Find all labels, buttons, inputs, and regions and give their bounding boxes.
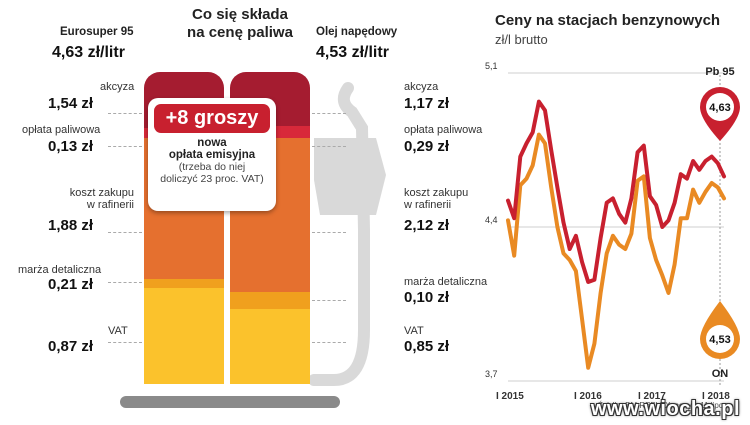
on-marker-inner [706,325,734,353]
series-line-on [506,132,726,370]
pb-vat-label: VAT [108,325,128,337]
on-marza-label: marża detaliczna [404,276,488,288]
chart-subtitle: zł/l brutto [495,32,548,47]
fuel-nozzle-icon [308,82,386,386]
pb-oplata-label: opłata paliwowa [22,124,101,136]
on-marza-segment [230,292,310,309]
on-vat-value: 0,85 zł [404,338,450,355]
pb-koszt-label: koszt zakupu w rafinerii [69,187,134,211]
series-line-pb95 [506,99,726,284]
on-end-value: 4,53 [709,334,730,346]
chart-title: Ceny na stacjach benzynowych [495,12,721,29]
pb-marza-value: 0,21 zł [48,276,94,293]
on-koszt-label: koszt zakupu w rafinerii [404,187,469,211]
eurosuper-price: 4,63 zł/litr [52,44,125,61]
pb-koszt-value: 1,88 zł [48,217,94,234]
x-tick-label: I 2017 [638,391,666,402]
on-oplata-label: opłata paliwowa [404,124,483,136]
pb95-marker-inner [706,93,734,121]
emission-fee-callout: +8 groszy nowa opłata emisyjna (trzeba d… [148,98,276,211]
pb-akcyza-label: akcyza [100,81,135,93]
pb-vat-segment [144,288,224,384]
diesel-name: Olej napędowy [316,26,398,38]
callout-line2: opłata emisyjna [168,149,256,161]
on-vat-segment [230,309,310,384]
watermark: www.wiocha.pl [590,398,740,420]
on-marza-value: 0,10 zł [404,289,450,306]
on-akcyza-label: akcyza [404,81,439,93]
price-line-chart: 3,7 4,4 5,1 I 2015 I 2016 I 2017 I 2018 Pb 95 4,… [485,61,740,402]
left-title: Co się składa na cenę paliwa [187,6,293,41]
y-tick-label: 3,7 [485,369,498,379]
callout-headline: +8 groszy [154,104,270,133]
eurosuper-name: Eurosuper 95 [60,26,134,38]
y-tick-label: 5,1 [485,61,498,71]
on-series-label: ON [712,368,729,380]
on-oplata-value: 0,29 zł [404,138,450,155]
bar-base [120,396,340,408]
callout-note: (trzeba do niej doliczyć 23 proc. VAT) [160,161,264,185]
pb-oplata-value: 0,13 zł [48,138,94,155]
on-vat-label: VAT [404,325,424,337]
y-tick-label: 4,4 [485,215,498,225]
pb-vat-value: 0,87 zł [48,338,94,355]
pb95-end-value: 4,63 [709,102,730,114]
pb-marza-label: marża detaliczna [18,264,102,276]
x-tick-label: I 2016 [574,391,602,402]
on-akcyza-value: 1,17 zł [404,95,450,112]
callout-line1: nowa [197,137,227,149]
diesel-price: 4,53 zł/litr [316,44,389,61]
x-tick-label: I 2018 [702,391,730,402]
pb-marza-segment [144,279,224,288]
chart-source: Źródło: BM REFLEX, ceny z 11 lipca [598,401,728,410]
x-tick-label: I 2015 [496,391,524,402]
pb-akcyza-value: 1,54 zł [48,95,94,112]
on-koszt-value: 2,12 zł [404,217,450,234]
pb95-series-label: Pb 95 [705,66,734,78]
